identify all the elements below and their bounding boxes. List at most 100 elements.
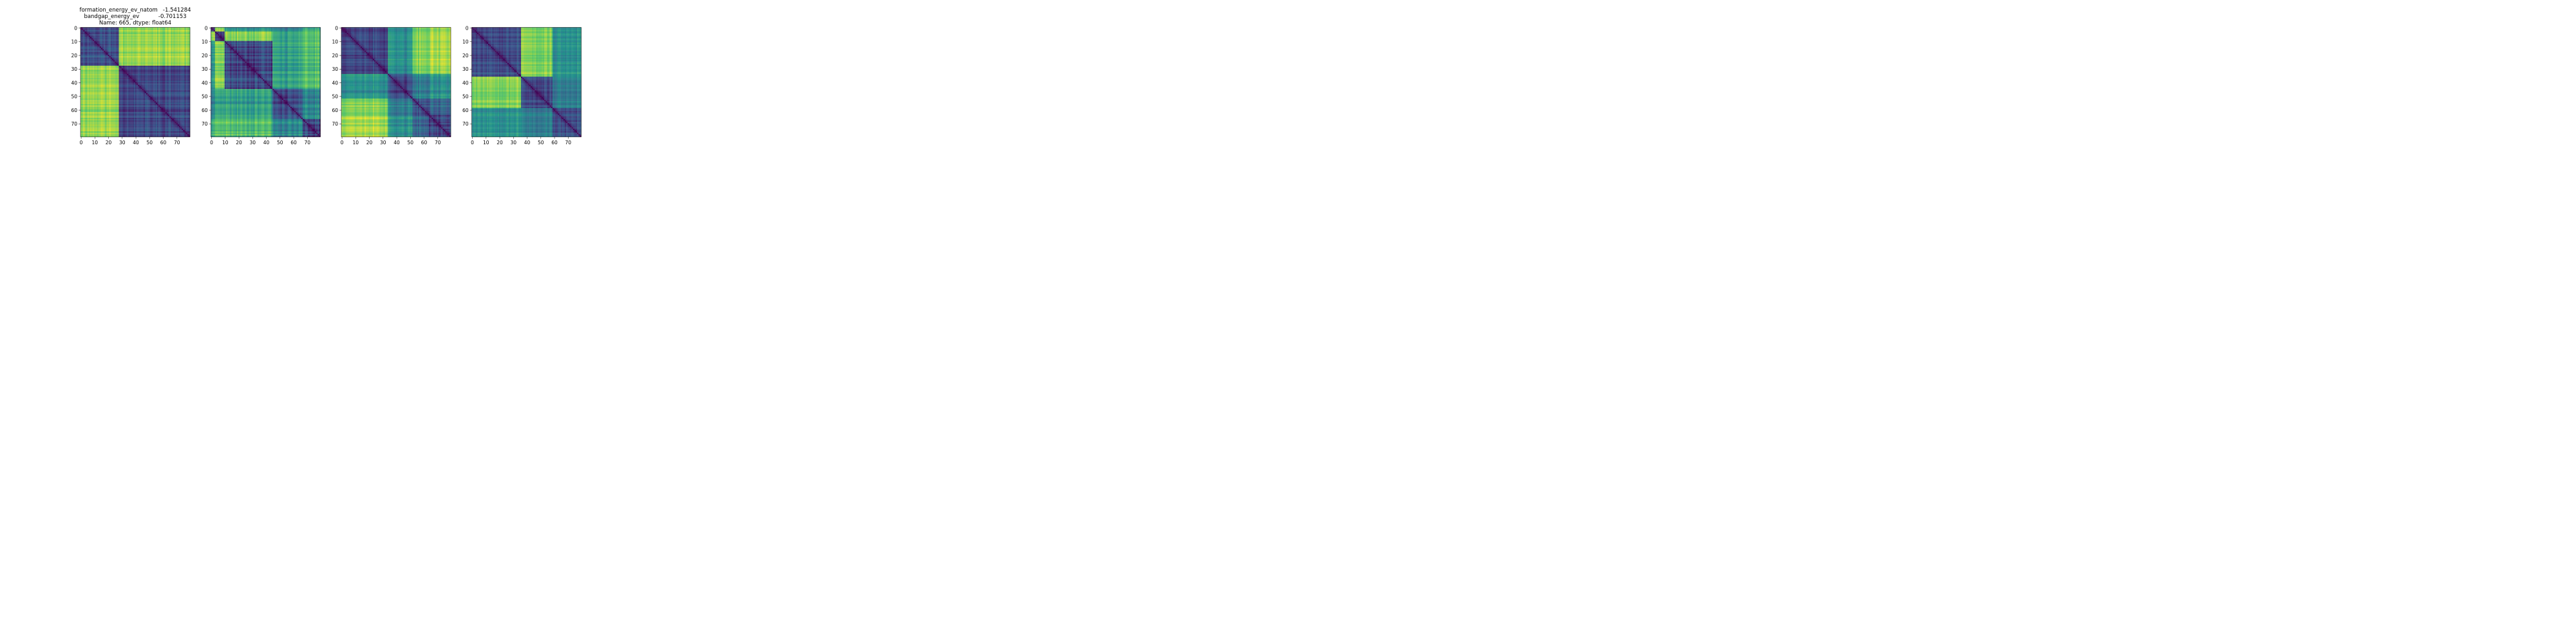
heatmap-cell: [167, 56, 168, 57]
heatmap-cell: [80, 45, 82, 46]
heatmap-cell: [139, 64, 140, 66]
heatmap-cell: [101, 108, 102, 109]
heatmap-cell: [137, 44, 138, 45]
heatmap-cell: [182, 68, 183, 70]
heatmap-cell: [95, 79, 97, 80]
heatmap-cell: [138, 75, 139, 77]
heatmap-cell: [117, 74, 118, 75]
heatmap-cell: [158, 41, 160, 43]
heatmap-cell: [138, 67, 139, 68]
heatmap-cell: [147, 43, 149, 44]
heatmap-cell: [115, 29, 116, 30]
heatmap-cell: [101, 51, 102, 52]
heatmap-cell: [185, 96, 186, 97]
heatmap-cell: [152, 101, 153, 102]
heatmap-cell: [82, 78, 83, 79]
heatmap-cell: [123, 84, 124, 85]
heatmap-cell: [97, 78, 99, 79]
heatmap-cell: [105, 74, 106, 75]
heatmap-cell: [130, 55, 131, 56]
heatmap-cell: [172, 37, 173, 38]
heatmap-cell: [88, 73, 89, 74]
heatmap-cell: [174, 34, 175, 35]
heatmap-cell: [141, 51, 142, 52]
heatmap-cell: [147, 108, 149, 109]
heatmap-cell: [155, 79, 156, 80]
heatmap-cell: [100, 43, 101, 44]
heatmap-cell: [152, 85, 153, 86]
heatmap-cell: [152, 99, 153, 100]
heatmap-cell: [166, 108, 167, 109]
heatmap-cell: [80, 39, 82, 40]
heatmap-cell: [152, 111, 153, 112]
heatmap-cell: [111, 70, 112, 71]
heatmap-cell: [90, 44, 91, 45]
heatmap-cell: [155, 90, 156, 91]
heatmap-cell: [82, 102, 83, 104]
heatmap-cell: [145, 41, 146, 43]
heatmap-cell: [149, 51, 150, 52]
heatmap-cell: [111, 107, 112, 108]
heatmap-cell: [185, 74, 186, 75]
heatmap-cell: [150, 89, 151, 90]
heatmap-cell: [117, 34, 118, 35]
heatmap-cell: [158, 74, 160, 75]
heatmap-cell: [187, 34, 189, 35]
heatmap-cell: [120, 39, 122, 40]
heatmap-cell: [90, 39, 91, 40]
heatmap-cell: [157, 82, 158, 84]
heatmap-cell: [106, 50, 108, 51]
heatmap-cell: [157, 45, 158, 46]
heatmap-cell: [134, 95, 135, 96]
heatmap-cell: [171, 75, 172, 77]
heatmap-cell: [142, 63, 144, 64]
heatmap-cell: [172, 68, 173, 70]
heatmap-cell: [128, 74, 129, 75]
heatmap-cell: [106, 62, 108, 63]
heatmap-cell: [146, 109, 147, 111]
heatmap-cell: [150, 45, 151, 46]
heatmap-cell: [123, 102, 124, 104]
heatmap-cell: [104, 57, 105, 59]
heatmap-cell: [167, 88, 168, 89]
heatmap-cell: [150, 67, 151, 68]
heatmap-cell: [122, 45, 123, 46]
heatmap-cell: [130, 35, 131, 37]
heatmap-cell: [126, 51, 127, 52]
heatmap-cell: [133, 52, 134, 53]
heatmap-cell: [128, 109, 129, 111]
heatmap-cell: [124, 66, 126, 67]
heatmap-cell: [126, 96, 127, 97]
heatmap-cell: [130, 45, 131, 46]
heatmap-cell: [185, 80, 186, 82]
heatmap-cell: [144, 99, 145, 100]
heatmap-cell: [176, 109, 178, 111]
heatmap-cell: [172, 57, 173, 59]
heatmap-cell: [152, 66, 153, 67]
heatmap-cell: [180, 111, 182, 112]
heatmap-cell: [133, 44, 134, 45]
heatmap-cell: [109, 35, 111, 37]
heatmap-cell: [152, 32, 153, 33]
heatmap-cell: [84, 59, 86, 60]
heatmap-cell: [119, 53, 120, 55]
heatmap-cell: [104, 104, 105, 106]
heatmap-cell: [145, 100, 146, 101]
heatmap-cell: [90, 96, 91, 97]
heatmap-cell: [186, 71, 187, 73]
heatmap-cell: [147, 82, 149, 84]
heatmap-cell: [128, 102, 129, 104]
heatmap-cell: [178, 64, 179, 66]
heatmap-cell: [84, 29, 86, 30]
heatmap-cell: [166, 32, 167, 33]
heatmap-cell: [135, 33, 137, 34]
heatmap-cell: [175, 30, 176, 32]
heatmap-cell: [186, 73, 187, 74]
heatmap-cell: [185, 102, 186, 104]
heatmap-cell: [172, 104, 173, 106]
heatmap-cell: [84, 57, 86, 59]
heatmap-cell: [84, 75, 86, 77]
heatmap-cell: [149, 68, 150, 70]
heatmap-cell: [141, 73, 142, 74]
heatmap-cell: [146, 50, 147, 51]
